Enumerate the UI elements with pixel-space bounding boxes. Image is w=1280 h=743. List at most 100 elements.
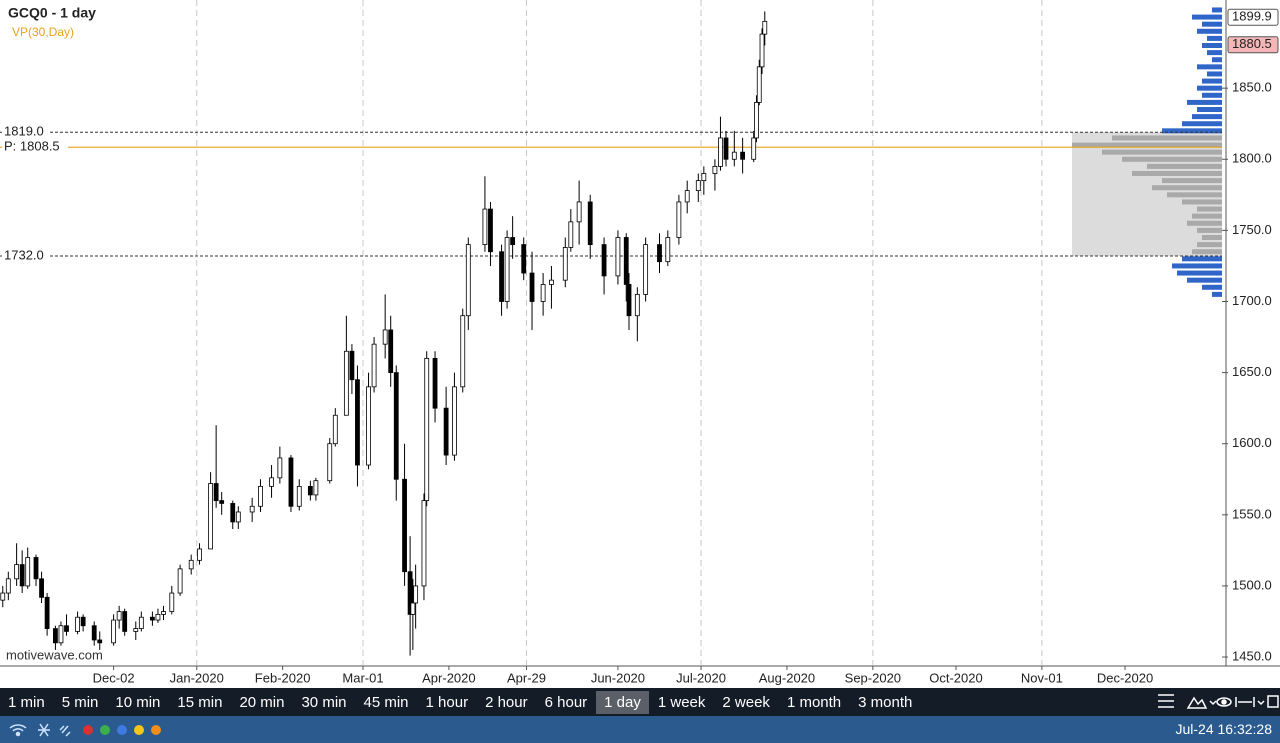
- candle-body: [111, 619, 117, 644]
- status-time: Jul-24 16:32:28: [1175, 721, 1272, 737]
- candle-body: [754, 101, 759, 139]
- chart-title: GCQ0 - 1 day: [8, 5, 96, 21]
- candle-body: [53, 628, 58, 644]
- candle-body: [97, 639, 103, 644]
- candle-body: [327, 443, 333, 482]
- profile-bar: [1197, 28, 1222, 34]
- candle-body: [213, 483, 219, 501]
- candle-body: [488, 208, 493, 253]
- candle-body: [568, 221, 574, 248]
- timeframe-button[interactable]: 2 week: [722, 693, 770, 711]
- profile-bar: [1197, 206, 1222, 212]
- candle-body: [540, 284, 546, 302]
- timeframe-button[interactable]: 15 min: [177, 693, 223, 711]
- timeframe-button[interactable]: 2 hour: [485, 693, 528, 711]
- y-tick-label: 1450.0: [1232, 648, 1272, 663]
- profile-bar: [1152, 185, 1222, 191]
- candle-body: [64, 625, 69, 632]
- profile-bar: [1187, 277, 1222, 283]
- candle-body: [443, 407, 449, 456]
- candle-body: [277, 457, 283, 479]
- candle-body: [504, 237, 510, 302]
- candle-body: [230, 503, 236, 523]
- profile-bar: [1192, 249, 1222, 255]
- candle-body: [759, 33, 765, 68]
- candle-body: [58, 625, 64, 644]
- timeframe-button[interactable]: 1 month: [786, 693, 842, 711]
- y-tick-label: 1550.0: [1232, 506, 1272, 521]
- candle-body: [562, 247, 568, 281]
- level-label-bg: [2, 248, 50, 263]
- profile-bar: [1147, 163, 1222, 169]
- candle-body: [197, 548, 202, 561]
- candle-body: [44, 596, 50, 629]
- candle-body: [269, 477, 274, 487]
- timeframe-button[interactable]: 20 min: [239, 693, 285, 711]
- timeframe-button[interactable]: 1 hour: [425, 693, 469, 711]
- profile-bar: [1162, 128, 1222, 134]
- candle-body: [731, 151, 737, 160]
- chart-subtitle: VP(30,Day): [12, 25, 74, 39]
- candle-body: [388, 329, 394, 374]
- profile-bar: [1102, 149, 1222, 155]
- candle-body: [33, 557, 39, 580]
- candle-body: [718, 137, 723, 167]
- candle-body: [510, 237, 516, 246]
- profile-bar: [1072, 142, 1222, 148]
- timeframe-button[interactable]: 45 min: [363, 693, 409, 711]
- level-label: 1819.0: [4, 124, 44, 139]
- candle-body: [465, 244, 471, 317]
- candle-body: [684, 190, 690, 203]
- toolbar-icons: [1158, 694, 1279, 709]
- candle-body: [723, 137, 729, 160]
- candle-body: [235, 511, 241, 523]
- timeframe-button[interactable]: 1 week: [657, 693, 706, 711]
- candle-body: [14, 564, 20, 580]
- candle-body: [413, 585, 419, 604]
- profile-bar: [1187, 99, 1222, 105]
- profile-bar: [1207, 50, 1222, 56]
- x-tick-label: Jun-2020: [591, 670, 645, 685]
- y-tick-label: 1700.0: [1232, 293, 1272, 308]
- candle-body: [366, 386, 371, 466]
- x-tick-label: Nov-01: [1021, 670, 1063, 685]
- profile-bar: [1212, 57, 1222, 63]
- timeframe-button[interactable]: 3 month: [858, 693, 913, 711]
- candle-body: [657, 244, 662, 263]
- candle-body: [188, 559, 194, 570]
- profile-bar: [1197, 85, 1222, 91]
- candle-body: [587, 201, 593, 246]
- candle-body: [460, 315, 466, 388]
- profile-bar: [1207, 71, 1222, 77]
- profile-bar: [1197, 242, 1222, 248]
- candle-body: [133, 628, 139, 632]
- timeframe-button[interactable]: 10 min: [115, 693, 161, 711]
- candle-body: [452, 386, 457, 456]
- timeframe-button[interactable]: 1 day: [596, 690, 649, 714]
- timeframe-button[interactable]: 30 min: [301, 693, 347, 711]
- candle-body: [482, 208, 488, 246]
- profile-bar: [1197, 64, 1222, 70]
- candle-body: [601, 244, 607, 277]
- x-tick-label: Mar-01: [342, 670, 383, 685]
- profile-bar: [1122, 156, 1222, 162]
- price-label: 1899.9: [1232, 9, 1272, 24]
- candle-body: [169, 592, 175, 612]
- y-tick-label: 1650.0: [1232, 364, 1272, 379]
- y-tick-label: 1800.0: [1232, 151, 1272, 166]
- timeframe-button[interactable]: 1 min: [8, 693, 45, 711]
- timeframe-button[interactable]: 6 hour: [544, 693, 588, 711]
- timeframe-toolbar: 1 min 5 min 10 min 15 min 20 min 30 min 45 min…: [0, 688, 1280, 716]
- profile-bar: [1207, 35, 1222, 41]
- profile-bar: [1187, 220, 1222, 226]
- profile-bar: [1212, 291, 1222, 297]
- profile-bar: [1197, 107, 1222, 113]
- profile-bar: [1192, 213, 1222, 219]
- x-tick-label: Sep-2020: [845, 670, 901, 685]
- timeframe-button[interactable]: 5 min: [61, 693, 99, 711]
- candle-body: [421, 500, 427, 587]
- y-tick-label: 1850.0: [1232, 80, 1272, 95]
- candle-body: [208, 483, 213, 550]
- x-tick-label: Apr-29: [507, 670, 546, 685]
- candle-body: [75, 616, 80, 632]
